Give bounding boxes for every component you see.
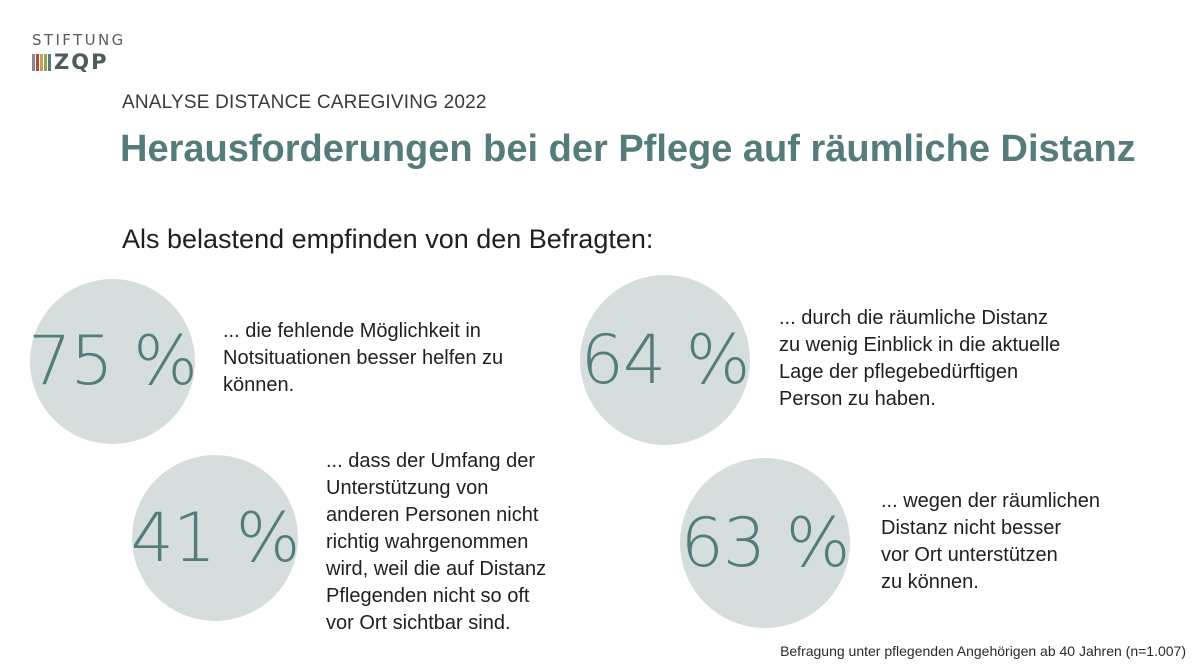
stat-text-line: ... durch die räumliche Distanz: [779, 307, 1049, 329]
stat-description: ... dass der Umfang der Unterstützung vo…: [326, 448, 546, 637]
stat-text-line: anderen Personen nicht: [326, 504, 539, 526]
stat-text-line: vor Ort unterstützen: [881, 544, 1058, 566]
stat-description: ... wegen der räumlichen Distanz nicht b…: [881, 488, 1100, 596]
lead-text: Als belastend empfinden von den Befragte…: [122, 224, 654, 254]
stat-value: 41 %: [130, 498, 301, 578]
stat-text-line: ... wegen der räumlichen: [881, 490, 1101, 512]
stat-text-line: Unterstützung von: [326, 477, 489, 499]
stat-text-line: ... die fehlende Möglichkeit in: [223, 320, 481, 342]
logo-bars-icon: [32, 54, 51, 71]
stat-text-line: vor Ort sichtbar sind.: [326, 612, 511, 634]
kicker-heading: ANALYSE DISTANCE CAREGIVING 2022: [122, 92, 487, 113]
stat-text-line: zu können.: [881, 571, 979, 593]
stat-text-line: ... dass der Umfang der: [326, 450, 535, 472]
stat-description: ... durch die räumliche Distanz zu wenig…: [779, 305, 1060, 413]
stat-text-line: Pflegenden nicht so oft: [326, 585, 530, 607]
footnote-source: Befragung unter pflegenden Angehörigen a…: [780, 643, 1186, 659]
logo-top-text: STIFTUNG: [32, 31, 126, 49]
stat-text-line: wird, weil die auf Distanz: [326, 558, 547, 580]
stat-value: 64 %: [580, 320, 751, 400]
zqp-logo: STIFTUNG ZQP: [32, 32, 126, 73]
stat-circle-63: 63 %: [680, 458, 850, 628]
logo-bottom-row: ZQP: [32, 52, 126, 73]
stat-text-line: Person zu haben.: [779, 388, 936, 410]
stat-circle-64: 64 %: [580, 275, 750, 445]
stat-text-line: Notsituationen besser helfen zu: [223, 347, 504, 369]
stat-value: 75 %: [28, 322, 198, 401]
stat-value: 63 %: [680, 503, 851, 583]
stat-circle-75: 75 %: [28, 279, 198, 444]
stat-description: ... die fehlende Möglichkeit in Notsitua…: [223, 318, 503, 399]
logo-wordmark: ZQP: [54, 50, 109, 74]
stat-text-line: zu wenig Einblick in die aktuelle: [779, 334, 1061, 356]
stat-text-line: können.: [223, 374, 295, 396]
page-title: Herausforderungen bei der Pflege auf räu…: [120, 128, 1136, 170]
stat-circle-41: 41 %: [130, 455, 301, 621]
stat-text-line: Lage der pflegebedürftigen: [779, 361, 1019, 383]
stat-text-line: Distanz nicht besser: [881, 517, 1062, 539]
stat-text-line: richtig wahrgenommen: [326, 531, 529, 553]
